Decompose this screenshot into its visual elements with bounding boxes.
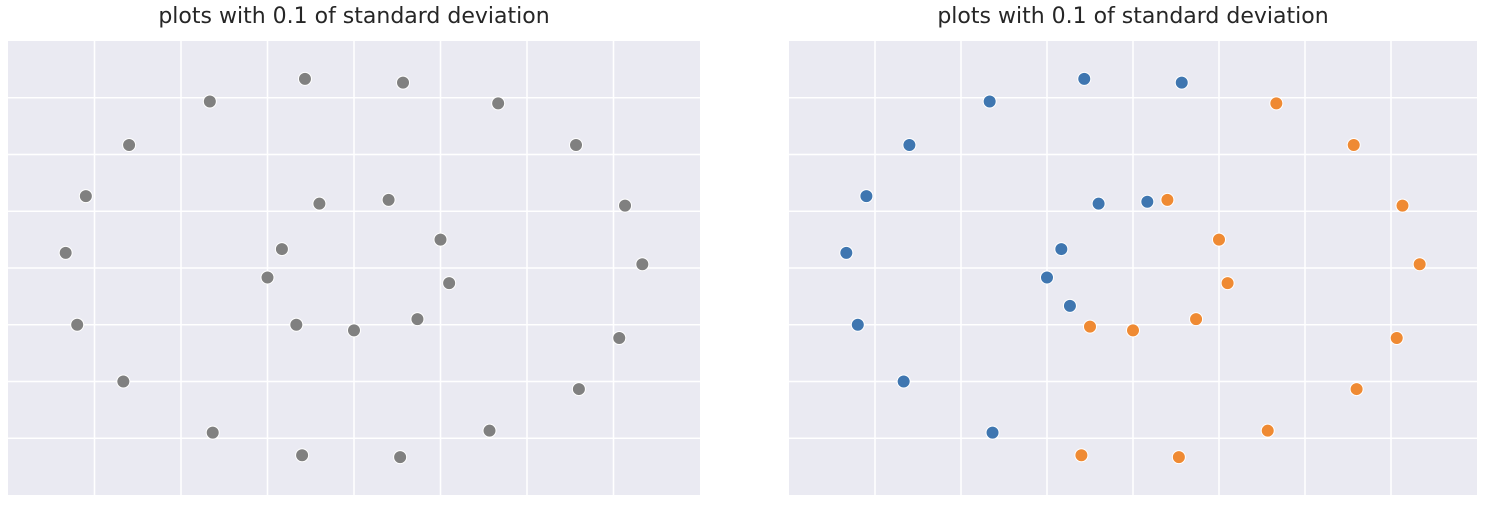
- scatter-point: [896, 374, 911, 389]
- scatter-point: [1349, 382, 1364, 397]
- scatter-point: [410, 312, 425, 327]
- scatter-point: [1160, 192, 1175, 207]
- scatter-point: [1054, 242, 1069, 257]
- scatter-point: [1062, 298, 1077, 313]
- scatter-point: [1040, 270, 1054, 285]
- scatter-point: [491, 96, 506, 111]
- scatter-point: [393, 450, 408, 465]
- scatter-point: [569, 138, 584, 153]
- scatter-point: [1140, 194, 1155, 209]
- scatter-point: [347, 323, 361, 338]
- scatter-point: [274, 242, 289, 257]
- scatter-point: [839, 245, 854, 260]
- scatter-point: [78, 189, 93, 204]
- scatter-point: [1346, 138, 1361, 153]
- scatter-point: [1189, 312, 1204, 327]
- scatter-point: [1077, 71, 1092, 86]
- scatter-point: [297, 71, 312, 86]
- scatter-point: [1083, 319, 1097, 334]
- scatter-point: [850, 317, 865, 332]
- scatter-point: [1091, 196, 1106, 211]
- scatter-point: [289, 317, 304, 332]
- scatter-point: [1212, 232, 1226, 247]
- scatter-point: [70, 317, 85, 332]
- scatter-point: [859, 189, 874, 204]
- scatter-point: [1269, 96, 1284, 111]
- scatter-point: [442, 276, 457, 291]
- scatter-point: [396, 75, 411, 90]
- scatter-point: [381, 192, 396, 207]
- scatter-point: [1220, 276, 1235, 291]
- scatter-point: [202, 94, 217, 109]
- scatter-point: [1174, 75, 1189, 90]
- scatter-point: [982, 94, 997, 109]
- left-chart-title: plots with 0.1 of standard deviation: [158, 4, 550, 29]
- scatter-point: [612, 330, 627, 345]
- scatter-point: [635, 257, 650, 272]
- scatter-point: [295, 448, 310, 463]
- scatter-point: [1260, 423, 1275, 438]
- scatter-point: [1126, 323, 1140, 338]
- scatter-point: [433, 232, 448, 247]
- right-scatter-plot: [789, 41, 1477, 495]
- scatter-point: [1074, 448, 1089, 463]
- left-scatter-plot: [8, 41, 700, 495]
- scatter-point: [58, 245, 73, 260]
- scatter-point: [1412, 257, 1427, 272]
- scatter-point: [482, 423, 497, 438]
- scatter-point: [116, 374, 131, 389]
- scatter-point: [1389, 330, 1404, 345]
- scatter-point: [618, 198, 633, 213]
- scatter-point: [1171, 450, 1186, 465]
- scatter-point: [122, 138, 137, 153]
- right-chart-title: plots with 0.1 of standard deviation: [937, 4, 1329, 29]
- scatter-point: [985, 425, 1000, 440]
- scatter-point: [205, 425, 220, 440]
- scatter-point: [1395, 198, 1410, 213]
- scatter-point: [260, 270, 275, 285]
- scatter-point: [571, 382, 586, 397]
- scatter-point: [312, 196, 327, 211]
- scatter-point: [902, 138, 917, 153]
